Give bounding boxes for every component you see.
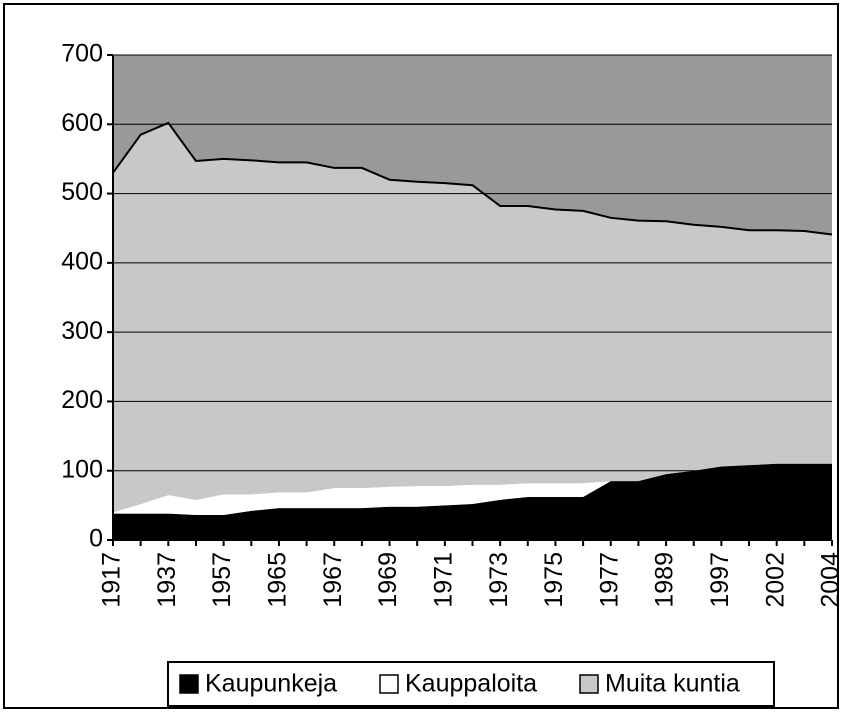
legend-swatch bbox=[379, 674, 399, 694]
area bbox=[113, 122, 832, 513]
x-tick-label: 1971 bbox=[429, 552, 457, 608]
x-tick-label: 1965 bbox=[264, 552, 292, 608]
x-tick-label: 2004 bbox=[817, 552, 843, 608]
x-tick-label: 1973 bbox=[485, 552, 513, 608]
x-tick-label: 1975 bbox=[540, 552, 568, 608]
x-tick-label: 1997 bbox=[706, 552, 734, 608]
area bbox=[113, 463, 832, 516]
y-tick-label: 500 bbox=[61, 178, 103, 206]
legend-label: Muita kuntia bbox=[605, 670, 740, 698]
x-tick-label: 2002 bbox=[761, 552, 789, 608]
x-tick-label: 1967 bbox=[319, 552, 347, 608]
y-tick-label: 400 bbox=[61, 247, 103, 275]
legend-swatch bbox=[179, 674, 199, 694]
x-tick-label: 1937 bbox=[153, 552, 181, 608]
x-tick-label: 1957 bbox=[208, 552, 236, 608]
x-tick-label: 1969 bbox=[374, 552, 402, 608]
y-tick-label: 700 bbox=[61, 40, 103, 68]
x-tick-label: 1917 bbox=[98, 552, 126, 608]
y-tick-label: 600 bbox=[61, 109, 103, 137]
legend-label: Kaupunkeja bbox=[205, 670, 337, 698]
y-tick-label: 100 bbox=[61, 455, 103, 483]
legend-box bbox=[167, 661, 775, 707]
x-tick-label: 1977 bbox=[595, 552, 623, 608]
x-tick-label: 1989 bbox=[651, 552, 679, 608]
y-tick-label: 0 bbox=[89, 525, 103, 553]
legend-swatch bbox=[579, 674, 599, 694]
y-tick-label: 300 bbox=[61, 317, 103, 345]
area bbox=[113, 463, 832, 540]
legend-label: Kauppaloita bbox=[405, 670, 537, 698]
y-tick-label: 200 bbox=[61, 386, 103, 414]
total-outline bbox=[112, 121, 833, 236]
